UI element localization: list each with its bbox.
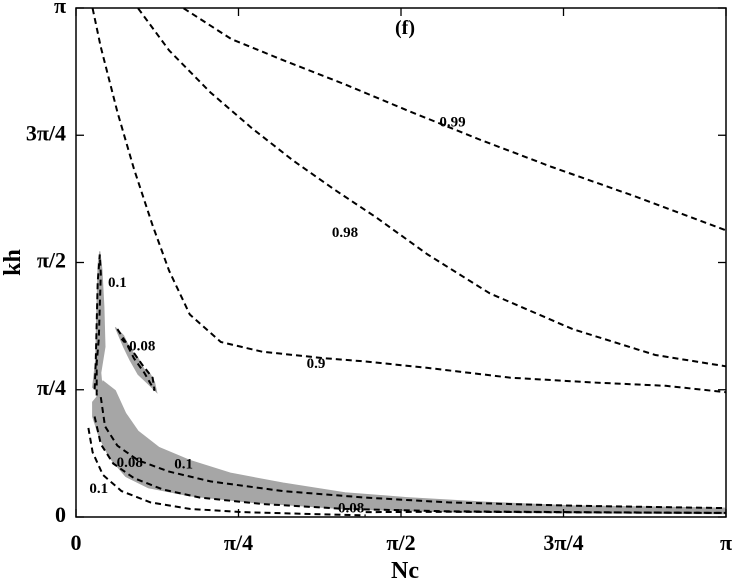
contour-0.9 (91, 8, 726, 394)
contour-0.1 (99, 396, 726, 510)
contour-labels: 0.99 0.98 0.9 0.1 0.08 0.1 0.08 0.1 0.08 (89, 115, 465, 517)
y-axis-label: kh (0, 249, 26, 276)
x-tick-label: 3π/4 (543, 530, 583, 555)
contour-0.08 (365, 510, 726, 514)
shaded-regions (92, 251, 727, 515)
contour-0.98 (137, 7, 726, 368)
y-tick-label: 0 (55, 502, 66, 527)
contour-0.1 (87, 427, 366, 517)
contour-0.1 (93, 254, 102, 396)
contour-0.08 (93, 416, 726, 514)
contour-label: 0.1 (108, 275, 127, 291)
contour-label: 0.08 (129, 338, 155, 354)
contour-label: 0.1 (89, 481, 108, 497)
contour-label: 0.99 (439, 115, 465, 131)
contour-0.08 (116, 328, 156, 392)
plot-frame (75, 7, 727, 518)
contour-label: 0.9 (307, 356, 326, 372)
contour-label: 0.1 (174, 457, 193, 473)
x-tick-label: 0 (71, 530, 82, 555)
panel-label: (f) (395, 17, 415, 39)
contour-label: 0.08 (117, 455, 143, 471)
y-tick-label: π (54, 0, 66, 18)
y-tick-label: π/4 (37, 375, 66, 400)
y-tick-label: 3π/4 (26, 120, 66, 145)
contour-0.99 (183, 7, 727, 232)
y-tick-label: π/2 (37, 248, 66, 273)
x-axis-label: Nc (391, 558, 419, 583)
contour-lines (87, 7, 727, 517)
x-tick-label: π/4 (224, 530, 253, 555)
x-tick-label: π (720, 530, 732, 555)
x-tick-label: π/2 (386, 530, 415, 555)
contour-label: 0.98 (332, 225, 358, 241)
axis-ticks: 0 π/4 π/2 3π/4 π 0 π/4 π/2 3π/4 π (26, 0, 732, 555)
contour-label: 0.08 (338, 500, 364, 516)
